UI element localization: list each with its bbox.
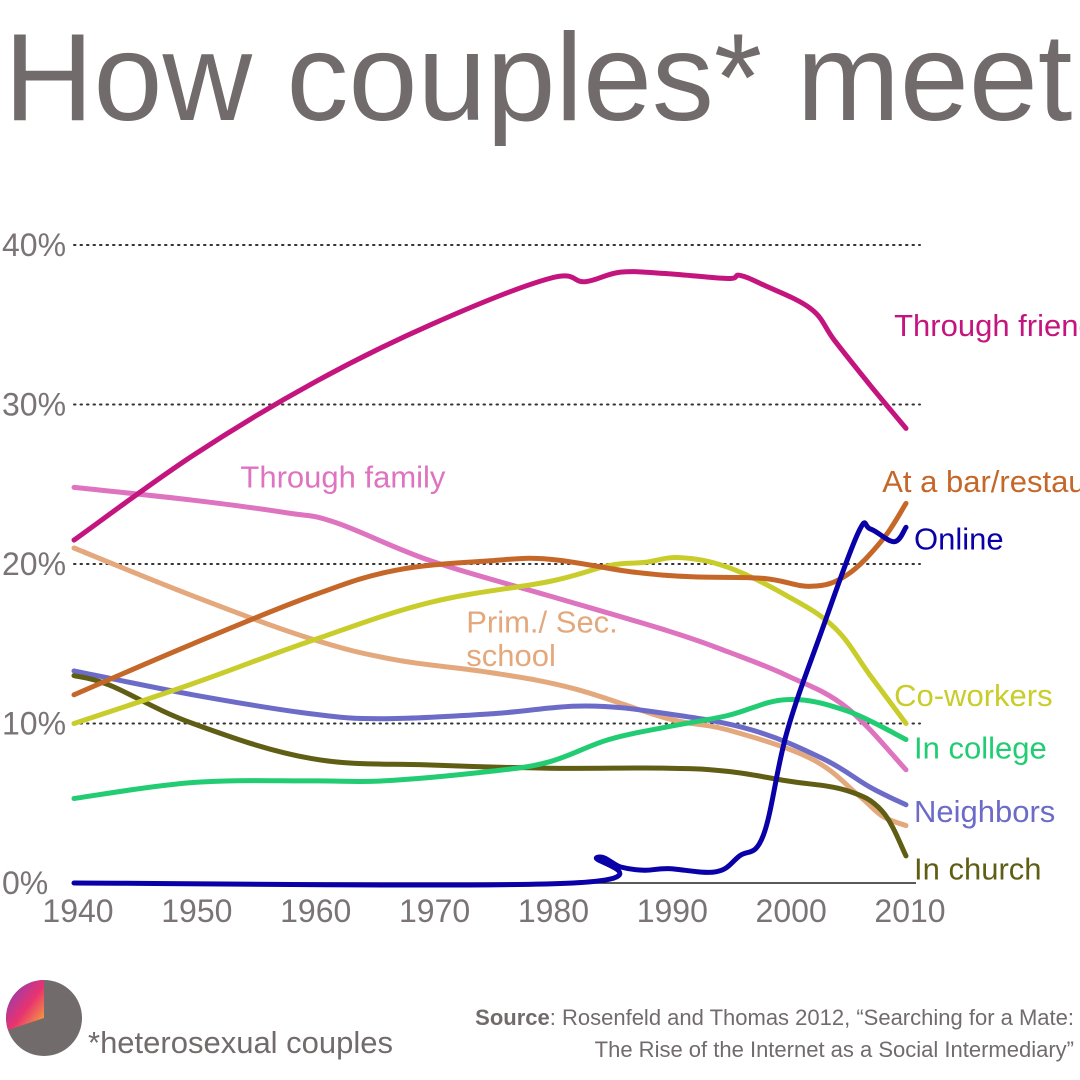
series-lines <box>71 269 909 888</box>
series-label: Neighbors <box>914 794 1055 829</box>
series-line-in-church <box>71 673 909 859</box>
series-label: Through friends <box>894 308 1080 343</box>
x-tick-label: 1970 <box>399 893 470 929</box>
series-label: In church <box>914 852 1042 887</box>
x-tick-label: 1960 <box>280 893 351 929</box>
series-label: Co-workers <box>894 678 1052 713</box>
source-text-1: : Rosenfeld and Thomas 2012, “Searching … <box>550 1005 1074 1030</box>
source-label: Source <box>475 1005 550 1030</box>
logo-icon <box>6 980 82 1056</box>
y-tick-label: 10% <box>2 706 66 742</box>
x-tick-label: 2000 <box>756 893 827 929</box>
series-label: Prim./ Sec. <box>466 604 618 639</box>
x-axis-ticks: 1940 1950 1960 1970 1980 1990 2000 2010 <box>42 893 945 929</box>
x-tick-label: 1980 <box>518 893 589 929</box>
page-title: How couples* meet <box>4 9 1072 147</box>
series-label: In college <box>914 730 1047 765</box>
y-tick-label: 40% <box>2 227 66 263</box>
footnote: *heterosexual couples <box>88 1025 393 1060</box>
y-tick-label: 0% <box>2 865 48 901</box>
series-line-in-college <box>71 697 909 801</box>
source-line-2: The Rise of the Internet as a Social Int… <box>595 1037 1074 1062</box>
series-label: At a bar/restaurant <box>882 464 1080 499</box>
series-label: school <box>466 638 556 673</box>
y-tick-label: 20% <box>2 546 66 582</box>
source-line-1: Source: Rosenfeld and Thomas 2012, “Sear… <box>475 1005 1074 1030</box>
x-tick-label: 2010 <box>874 893 945 929</box>
x-tick-label: 1940 <box>42 893 113 929</box>
x-tick-label: 1990 <box>637 893 708 929</box>
series-labels: Through friends Through family At a bar/re… <box>240 308 1080 887</box>
x-tick-label: 1950 <box>161 893 232 929</box>
series-line-online <box>71 520 909 888</box>
series-label: Online <box>914 521 1004 556</box>
series-label: Through family <box>240 459 446 494</box>
y-axis-ticks: 0% 10% 20% 30% 40% <box>2 227 66 901</box>
grid-lines <box>73 244 921 884</box>
series-line-through-friends <box>71 269 909 543</box>
series-line-neighbors <box>71 668 909 808</box>
y-tick-label: 30% <box>2 387 66 423</box>
